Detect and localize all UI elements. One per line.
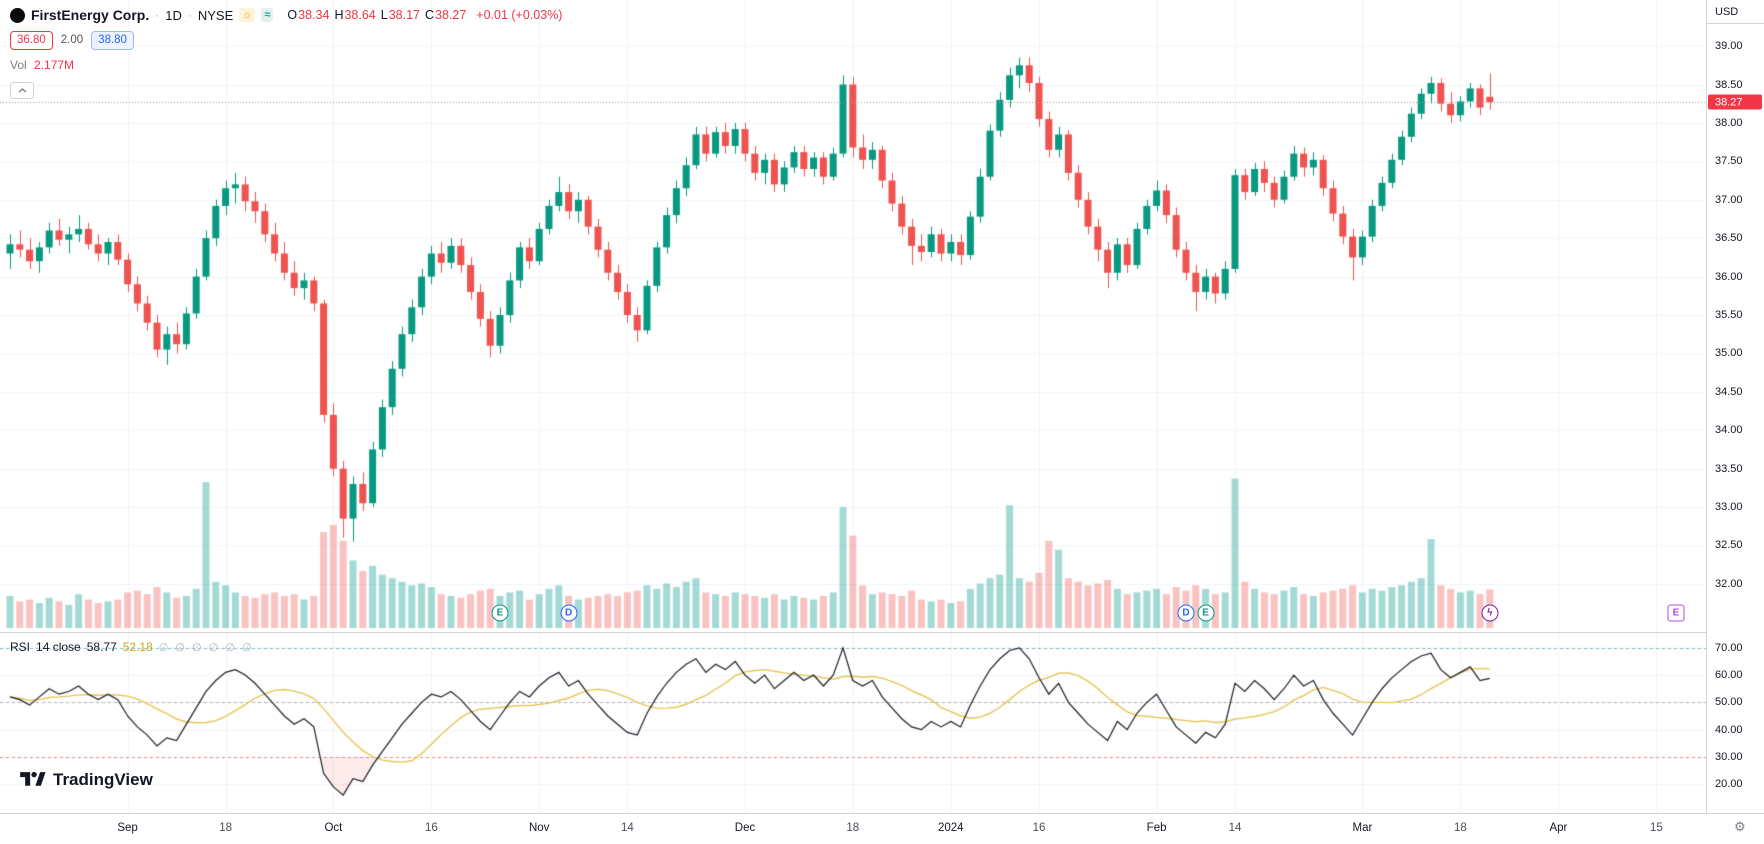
time-tick-label: Feb [1146, 822, 1167, 834]
volume-legend: Vol 2.177M [10, 58, 562, 72]
price-tick-label: 34.50 [1715, 385, 1743, 398]
earnings-marker[interactable]: E [1197, 604, 1215, 622]
open-value: 38.34 [298, 8, 330, 22]
price-axis[interactable]: USD 39.00 38.50 38.00 37.50 37.00 36.50 36.00 3… [1706, 0, 1764, 843]
rsi-tick-label: 20.00 [1715, 778, 1743, 791]
volume-label: Vol [10, 58, 27, 72]
price-tick-label: 35.50 [1715, 309, 1743, 321]
price-tick-label: 34.00 [1715, 424, 1743, 437]
low-value: 38.17 [388, 8, 420, 22]
time-tick-label: 14 [1228, 822, 1242, 834]
rsi-tick-label: 60.00 [1715, 669, 1743, 682]
interval-label[interactable]: 1D [165, 7, 182, 23]
chevron-up-icon [18, 88, 26, 93]
tradingview-logo-icon [20, 771, 46, 786]
rsi-ma-value: 52.18 [122, 640, 153, 654]
price-tick-label: 33.00 [1715, 501, 1743, 514]
rsi-value: 58.77 [86, 640, 117, 654]
sun-badge-icon: ☼ [239, 8, 256, 22]
time-tick-label: Nov [528, 822, 550, 834]
rsi-title[interactable]: RSI [10, 640, 31, 654]
rsi-empty-values: ∅ ∅ ∅ ∅ ∅ ∅ [158, 641, 254, 654]
price-alert-tag-high[interactable]: 38.80 [91, 31, 134, 50]
high-label: H [334, 8, 344, 22]
low-label: L [380, 8, 388, 22]
time-tick-label: 14 [620, 822, 634, 834]
currency-label[interactable]: USD [1707, 0, 1764, 24]
price-tick-label: 35.00 [1715, 347, 1743, 360]
price-alert-tag-low[interactable]: 36.80 [10, 31, 53, 50]
pane-separator[interactable] [0, 632, 1764, 633]
tradingview-logo-text: TradingView [53, 770, 153, 789]
symbol-logo-icon [10, 7, 25, 23]
wave-badge-icon: ≈ [261, 8, 274, 22]
dividend-marker[interactable]: D [1177, 604, 1195, 622]
volume-value: 2.177M [34, 58, 75, 72]
time-tick-label: Mar [1352, 822, 1373, 834]
price-tick-label: 37.50 [1715, 155, 1743, 168]
time-tick-label: 18 [1453, 822, 1467, 834]
separator-dot: · [155, 8, 160, 22]
open-label: O [287, 8, 298, 22]
axis-settings-gear-icon[interactable]: ⚙ [1734, 819, 1746, 834]
chart-header: FirstEnergy Corp. · 1D · NYSE ☼ ≈ O 38.34… [10, 7, 562, 99]
time-tick-label: 18 [846, 822, 860, 834]
time-tick-label: Apr [1549, 822, 1568, 834]
price-tick-label: 37.00 [1715, 193, 1743, 206]
time-tick-label: 15 [1649, 822, 1663, 834]
change-value: +0.01 (+0.03%) [476, 8, 563, 22]
time-tick-label: Oct [324, 822, 343, 834]
flash-marker[interactable]: ϟ [1481, 604, 1499, 622]
time-axis[interactable]: Sep 18 Oct 16 Nov 14 Dec 18 2024 16 Feb 14 Mar 18 Apr 1… [0, 813, 1764, 844]
time-tick-label: 2024 [938, 822, 964, 834]
rsi-legend: RSI 14 close 58.77 52.18 ∅ ∅ ∅ ∅ ∅ ∅ [10, 640, 254, 654]
tradingview-watermark[interactable]: TradingView [20, 770, 153, 790]
dividend-marker[interactable]: D [560, 604, 578, 622]
price-tick-label: 39.00 [1715, 40, 1743, 53]
price-tick-label: 36.00 [1715, 270, 1743, 283]
earnings-marker[interactable]: E [491, 604, 509, 622]
range-value-tag: 2.00 [59, 32, 85, 49]
price-tick-label: 36.50 [1715, 232, 1743, 245]
price-tick-label: 38.50 [1715, 78, 1743, 91]
time-tick-label: 18 [219, 822, 232, 834]
symbol-title[interactable]: FirstEnergy Corp. [31, 7, 150, 23]
time-tick-label: Dec [734, 822, 756, 834]
price-tick-label: 32.00 [1715, 577, 1743, 590]
rsi-tick-label: 50.00 [1715, 696, 1743, 709]
current-price-label: 38.27 [1708, 94, 1762, 110]
price-tick-label: 38.00 [1715, 116, 1743, 129]
collapse-pane-button[interactable] [10, 82, 34, 99]
exchange-label: NYSE [197, 7, 234, 23]
high-value: 38.64 [344, 8, 376, 22]
rsi-tick-label: 70.00 [1715, 641, 1743, 654]
separator-dot: · [187, 8, 192, 22]
price-tick-label: 33.50 [1715, 462, 1743, 475]
ohlc-legend: O 38.34 H 38.64 L 38.17 C 38.27 [287, 8, 466, 22]
rsi-tick-label: 30.00 [1715, 750, 1743, 763]
close-value: 38.27 [435, 8, 467, 22]
time-tick-label: 16 [424, 822, 438, 834]
rsi-params: 14 close [36, 640, 81, 654]
time-tick-label: 16 [1032, 822, 1046, 834]
close-label: C [424, 8, 435, 22]
price-tick-label: 32.50 [1715, 539, 1743, 552]
upcoming-earnings-marker[interactable]: E [1667, 604, 1685, 622]
rsi-tick-label: 40.00 [1715, 723, 1743, 736]
time-tick-label: Sep [117, 822, 138, 834]
